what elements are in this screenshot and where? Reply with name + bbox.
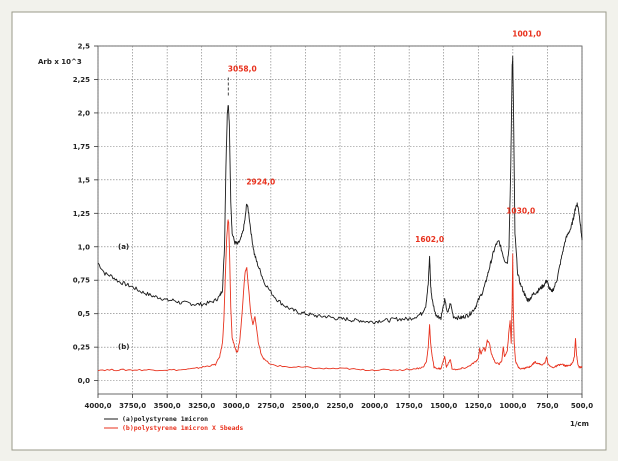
series-lines: [97, 55, 583, 372]
grid: [97, 45, 583, 394]
peak-label: 3058,0: [228, 65, 257, 74]
x-tick-label: 1250,0: [465, 402, 492, 410]
y-tick-label: 1,75: [73, 143, 90, 151]
x-tick-label: 1750,0: [396, 402, 423, 410]
y-tick-label: 2,5: [78, 43, 91, 51]
x-tick-label: 2000,0: [361, 402, 388, 410]
peak-label: 1602,0: [415, 235, 444, 244]
peak-label: 1030,0: [506, 206, 535, 215]
series-line-b: [97, 219, 583, 372]
y-tick-label: 0,5: [78, 310, 91, 318]
x-tick-label: 3750,0: [119, 402, 146, 410]
series-tag: (a): [118, 243, 129, 251]
x-tick-label: 3500,0: [154, 402, 181, 410]
x-tick-label: 2750,0: [257, 402, 284, 410]
axes: 4000,0 3750,0 3500,0 3250,0 3000,0 2750,0 2500…: [73, 43, 593, 411]
y-tick-label: 2,0: [78, 109, 91, 117]
y-tick-label: 0,75: [73, 277, 90, 285]
x-tick-label: 1500,0: [430, 402, 457, 410]
legend: (a)polystyrene 1micron(b)polystyrene 1mi…: [104, 415, 243, 432]
x-tick-label: 2250,0: [326, 402, 353, 410]
series-tag: (b): [118, 343, 129, 351]
peak-label: 2924,0: [246, 178, 275, 187]
x-tick-label: 3000,0: [223, 402, 250, 410]
y-tick-label: 0,25: [73, 344, 90, 352]
y-tick-label: 1,5: [78, 176, 91, 184]
x-tick-label: 2500,0: [292, 402, 319, 410]
x-tick-label: 4000,0: [84, 402, 111, 410]
legend-label: (a)polystyrene 1micron: [122, 415, 208, 423]
series-line-a: [97, 55, 583, 325]
peak-label: 1001,0: [512, 30, 541, 39]
x-tick-label: 1000,0: [499, 402, 526, 410]
x-tick-label: 750,0: [536, 402, 558, 410]
legend-label: (b)polystyrene 1micron X 5beads: [122, 424, 243, 432]
peak-labels: (a) (b) 3058,0 2924,0 1602,0 1001,0 1030,0: [118, 30, 541, 351]
x-tick-label: 500,0: [571, 402, 593, 410]
y-axis-label: Arb x 10^3: [38, 58, 82, 66]
y-tick-label: 0,0: [78, 377, 91, 385]
x-axis-unit: 1/cm: [570, 420, 589, 428]
y-tick-label: 2,25: [73, 76, 90, 84]
x-tick-label: 3250,0: [188, 402, 215, 410]
y-tick-label: 1,25: [73, 210, 90, 218]
y-tick-label: 1,0: [78, 243, 91, 251]
